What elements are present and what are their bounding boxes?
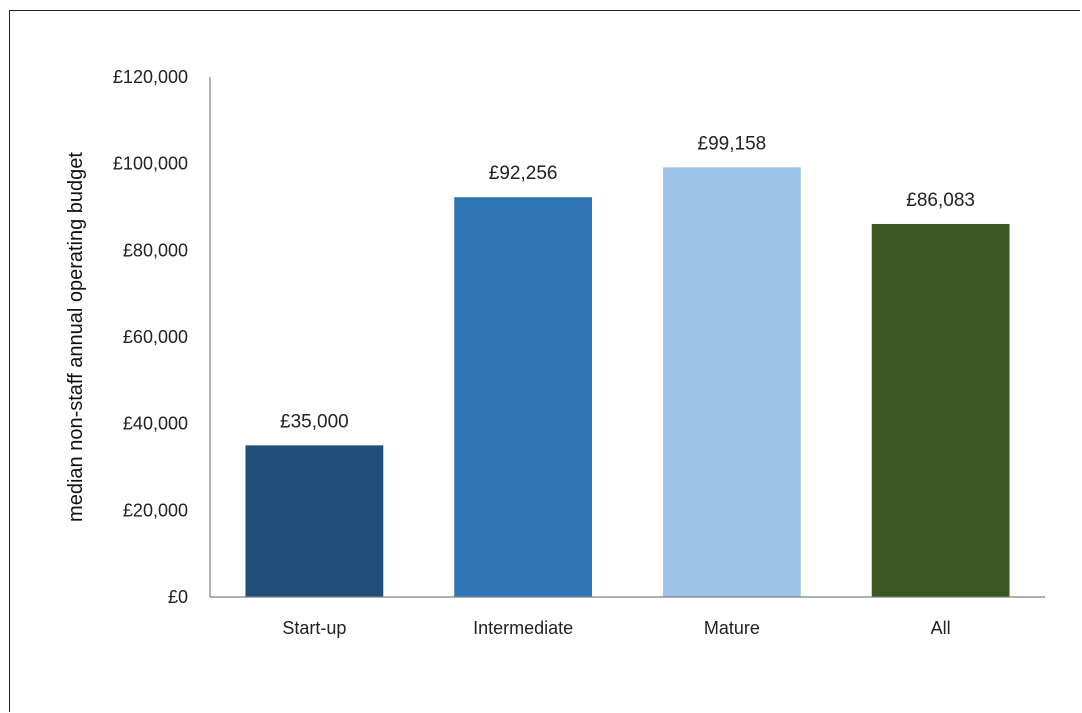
bar-value-label: £99,158: [698, 133, 767, 154]
y-tick-label: £80,000: [123, 240, 188, 260]
x-tick-label: Mature: [704, 618, 760, 638]
bar: [245, 445, 384, 597]
bar-value-label: £92,256: [489, 163, 558, 184]
x-tick-label: Start-up: [282, 618, 346, 638]
bar-value-label: £86,083: [906, 190, 975, 211]
bar-value-label: £35,000: [280, 411, 349, 432]
y-tick-label: £100,000: [113, 154, 188, 174]
y-tick-label: £20,000: [123, 500, 188, 520]
y-axis-title: median non-staff annual operating budget: [65, 152, 87, 522]
y-tick-label: £120,000: [113, 67, 188, 87]
bar: [454, 197, 593, 597]
y-tick-label: £40,000: [123, 414, 188, 434]
y-tick-label: £0: [168, 587, 188, 607]
y-tick-label: £60,000: [123, 327, 188, 347]
x-tick-label: All: [931, 618, 951, 638]
x-tick-label: Intermediate: [473, 618, 573, 638]
bar: [662, 167, 801, 597]
bar: [871, 223, 1010, 597]
